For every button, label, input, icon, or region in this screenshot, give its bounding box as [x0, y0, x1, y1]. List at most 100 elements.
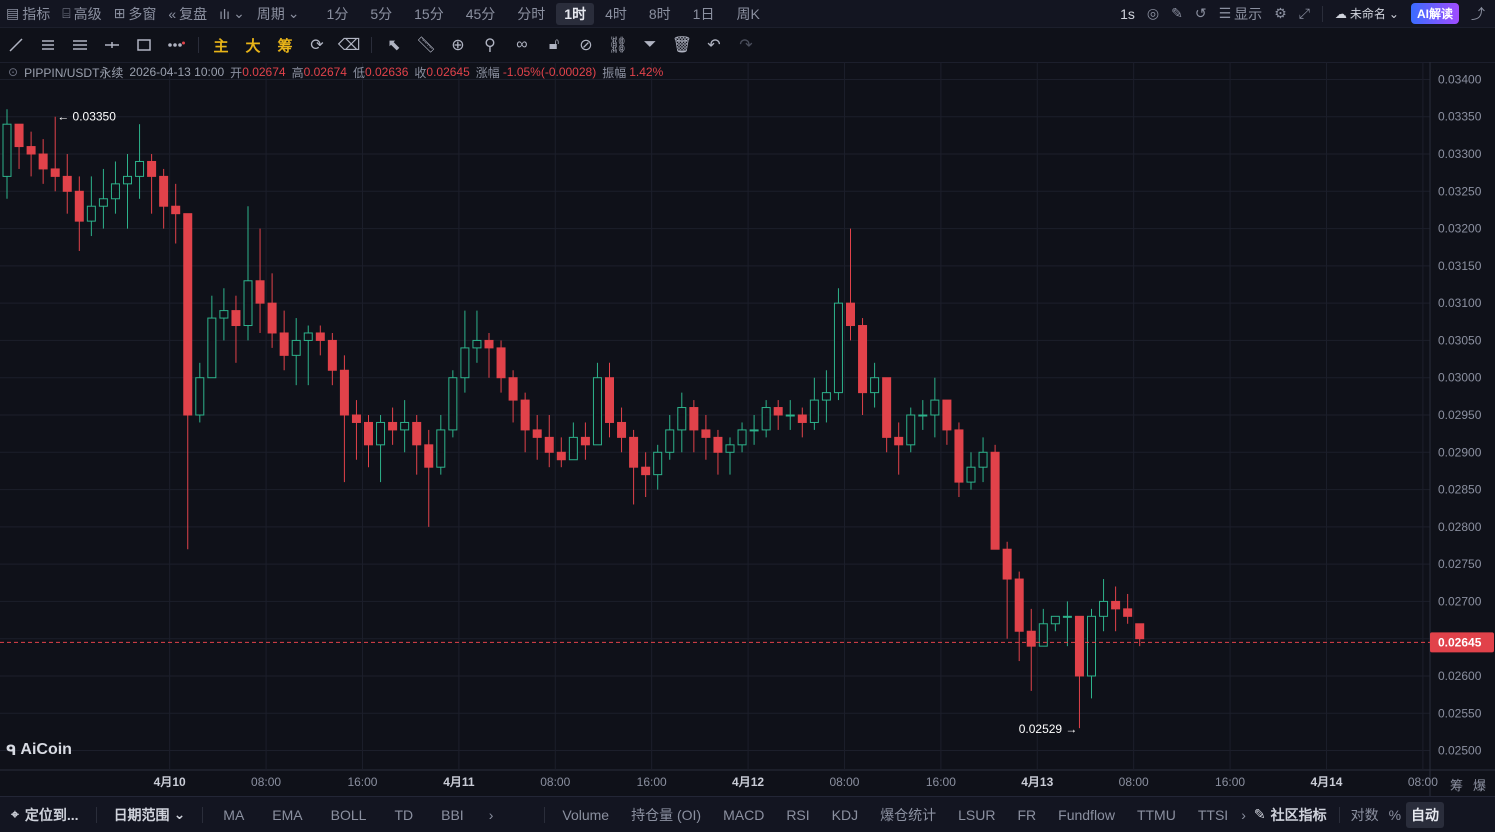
y-tick-label: 0.03000: [1438, 371, 1482, 385]
sub-indicator-rsi[interactable]: RSI: [786, 806, 810, 823]
sub-indicator-fr[interactable]: FR: [1017, 806, 1037, 823]
candle-up: [98, 198, 108, 207]
candle-down: [858, 325, 868, 394]
redo-icon[interactable]: ↷: [739, 37, 753, 54]
interval-1w[interactable]: 周K: [736, 5, 760, 22]
chevron-right-icon[interactable]: ›: [1241, 806, 1246, 823]
candle-down: [617, 421, 627, 438]
collapse-icon[interactable]: ⊙: [8, 65, 19, 79]
log-scale-toggle[interactable]: 对数: [1350, 806, 1379, 823]
candle-down: [1026, 630, 1036, 647]
ruler-icon[interactable]: 📏︎: [415, 37, 437, 54]
interval-4h[interactable]: 4时: [605, 5, 627, 22]
candle-up: [376, 421, 386, 446]
sub-indicator-lsur[interactable]: LSUR: [958, 806, 996, 823]
big-order-button[interactable]: 大: [245, 37, 261, 55]
undo-icon[interactable]: ↶: [707, 37, 721, 54]
chevron-right-icon[interactable]: ›: [488, 806, 494, 823]
filter-icon[interactable]: ⏷: [643, 36, 657, 53]
date-range-menu[interactable]: 日期范围 ⌄: [113, 806, 186, 823]
candle-down: [954, 429, 964, 483]
interval-8h[interactable]: 8时: [648, 5, 671, 22]
select-icon[interactable]: ⬉: [387, 37, 401, 54]
multi-window-menu[interactable]: ⊞ 多窗: [113, 5, 157, 22]
rewind-icon: «: [168, 5, 177, 22]
display-menu[interactable]: ☰ 显示: [1218, 5, 1263, 22]
percent-scale-toggle[interactable]: %: [1388, 806, 1402, 823]
indicator-bbi[interactable]: BBI: [441, 806, 464, 823]
interval-1d[interactable]: 1日: [692, 5, 715, 22]
lock-icon[interactable]: 🔓︎: [548, 36, 560, 53]
sub-indicator-kdj[interactable]: KDJ: [831, 806, 859, 823]
sub-indicator-ttsi[interactable]: TTSI: [1197, 806, 1229, 823]
link-icon[interactable]: ⛓︎: [607, 37, 629, 54]
interval-1h[interactable]: 1时: [556, 2, 595, 25]
line-tool-icon[interactable]: [0, 31, 32, 59]
eraser-icon[interactable]: ⌫: [337, 37, 361, 54]
sub-indicator-volume[interactable]: Volume: [562, 806, 610, 823]
settings-icon[interactable]: ⚙: [1274, 5, 1287, 21]
candle-up: [725, 444, 735, 453]
more-dots-icon[interactable]: [160, 31, 192, 59]
sub-indicator-macd[interactable]: MACD: [723, 806, 765, 823]
candle-down: [942, 399, 952, 431]
chip-toggle[interactable]: 筹: [1450, 778, 1464, 793]
sub-indicator-fundflow[interactable]: Fundflow: [1058, 806, 1115, 823]
candle-down: [532, 429, 542, 438]
indicator-td[interactable]: TD: [394, 806, 414, 823]
restore-icon[interactable]: ↺: [1194, 5, 1207, 21]
zoom-icon[interactable]: ⊕: [451, 37, 465, 54]
candle-up: [207, 317, 217, 379]
rectangle-icon[interactable]: [128, 31, 160, 59]
locate-button[interactable]: ⌖ 定位到...: [11, 806, 79, 823]
interval-1m[interactable]: 1分: [326, 5, 349, 22]
ai-interpret-button[interactable]: AI解读: [1405, 3, 1465, 24]
replay-button[interactable]: « 复盘: [168, 5, 208, 22]
pattern-icon[interactable]: ∞: [516, 36, 528, 53]
indicator-boll[interactable]: BOLL: [330, 806, 367, 823]
interval-15m[interactable]: 15分: [414, 5, 444, 22]
indicator-menu[interactable]: ▤ 指标: [6, 5, 51, 22]
auto-scale-toggle[interactable]: 自动: [1406, 801, 1445, 828]
candlestick-chart[interactable]: 0.03400 0.03350 0.03300 0.03250 0.03200 0.031…: [0, 62, 1495, 796]
indicator-ema[interactable]: EMA: [272, 806, 303, 823]
candle-up: [749, 429, 759, 432]
sub-indicator-liquidation[interactable]: 爆仓统计: [880, 806, 937, 823]
candle-up: [918, 414, 928, 417]
edit-icon[interactable]: ✎: [1171, 5, 1183, 21]
magnet-icon[interactable]: ⚲: [484, 37, 496, 54]
cloud-icon: ☁: [1334, 6, 1347, 21]
chip-distribution-button[interactable]: 筹: [277, 37, 293, 55]
horizontal-line-icon[interactable]: [96, 31, 128, 59]
layout-menu[interactable]: ☁ 未命名 ⌄: [1334, 6, 1399, 22]
liquidation-toggle[interactable]: 爆: [1473, 778, 1487, 793]
candle-down: [496, 347, 506, 379]
trash-icon[interactable]: 🗑︎: [671, 37, 693, 54]
refresh-interval[interactable]: 1s: [1120, 5, 1135, 22]
x-tick-label: 4月14: [1310, 775, 1342, 789]
hide-drawings-icon[interactable]: ⊘: [579, 37, 593, 54]
indicator-ma[interactable]: MA: [223, 806, 245, 823]
parallel-lines-icon[interactable]: [32, 31, 64, 59]
interval-45m[interactable]: 45分: [465, 5, 496, 22]
candle-up: [219, 310, 229, 319]
community-indicators-button[interactable]: ✎ 社区指标: [1253, 806, 1327, 823]
chart-type-menu[interactable]: ılı ⌄: [213, 5, 251, 22]
sub-indicator-oi[interactable]: 持仓量 (OI): [631, 806, 702, 823]
period-menu[interactable]: 周期 ⌄: [256, 5, 300, 22]
fullscreen-icon[interactable]: ⤢: [1298, 5, 1310, 21]
share-icon[interactable]: ⤴: [1471, 5, 1485, 22]
main-indicator-button[interactable]: 主: [213, 37, 229, 55]
candle-down: [38, 153, 48, 170]
advanced-menu[interactable]: ⌸ 高级: [62, 5, 102, 22]
camera-icon[interactable]: ◎: [1146, 5, 1160, 21]
interval-timeshare[interactable]: 分时: [517, 5, 546, 22]
interval-5m[interactable]: 5分: [370, 5, 393, 22]
horizontal-rays-icon[interactable]: [64, 31, 96, 59]
candle-down: [556, 451, 566, 461]
sync-icon[interactable]: ⟳: [310, 37, 324, 54]
high-value: 0.02674: [303, 65, 347, 79]
candle-up: [2, 123, 12, 177]
candle-up: [978, 451, 988, 468]
sub-indicator-ttmu[interactable]: TTMU: [1136, 806, 1176, 823]
